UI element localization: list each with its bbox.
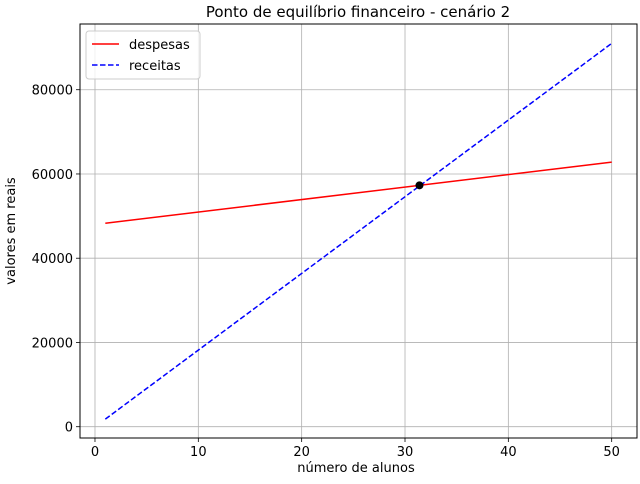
x-tick-label: 40 [500, 445, 517, 460]
y-tick-label: 80000 [32, 84, 73, 99]
series-line-despesas [105, 161, 612, 224]
x-tick-label: 0 [91, 445, 99, 460]
y-tick-label: 60000 [32, 168, 73, 183]
y-tick-label: 0 [65, 421, 73, 436]
x-tick-label: 20 [293, 445, 310, 460]
chart-title: Ponto de equilíbrio financeiro - cenário… [206, 3, 510, 21]
legend-box [85, 30, 201, 80]
legend-label-receitas: receitas [129, 59, 181, 74]
y-axis-label: valores em reais [4, 177, 19, 285]
legend-label-despesas: despesas [129, 38, 190, 53]
series-line-receitas [104, 42, 613, 420]
series-layer [104, 42, 613, 420]
equilibrium-point [415, 181, 424, 190]
grid [80, 24, 637, 438]
x-tick-label: 30 [397, 445, 414, 460]
ticks: 0 10 20 30 40 50 0 20000 40000 60000 80000 [32, 84, 620, 460]
x-tick-label: 50 [603, 445, 620, 460]
x-axis-label: número de alunos [297, 461, 415, 476]
y-tick-label: 40000 [32, 252, 73, 267]
y-tick-label: 20000 [32, 336, 73, 351]
legend: despesas receitas [85, 30, 201, 80]
x-tick-label: 10 [190, 445, 207, 460]
plot-frame [79, 23, 638, 439]
